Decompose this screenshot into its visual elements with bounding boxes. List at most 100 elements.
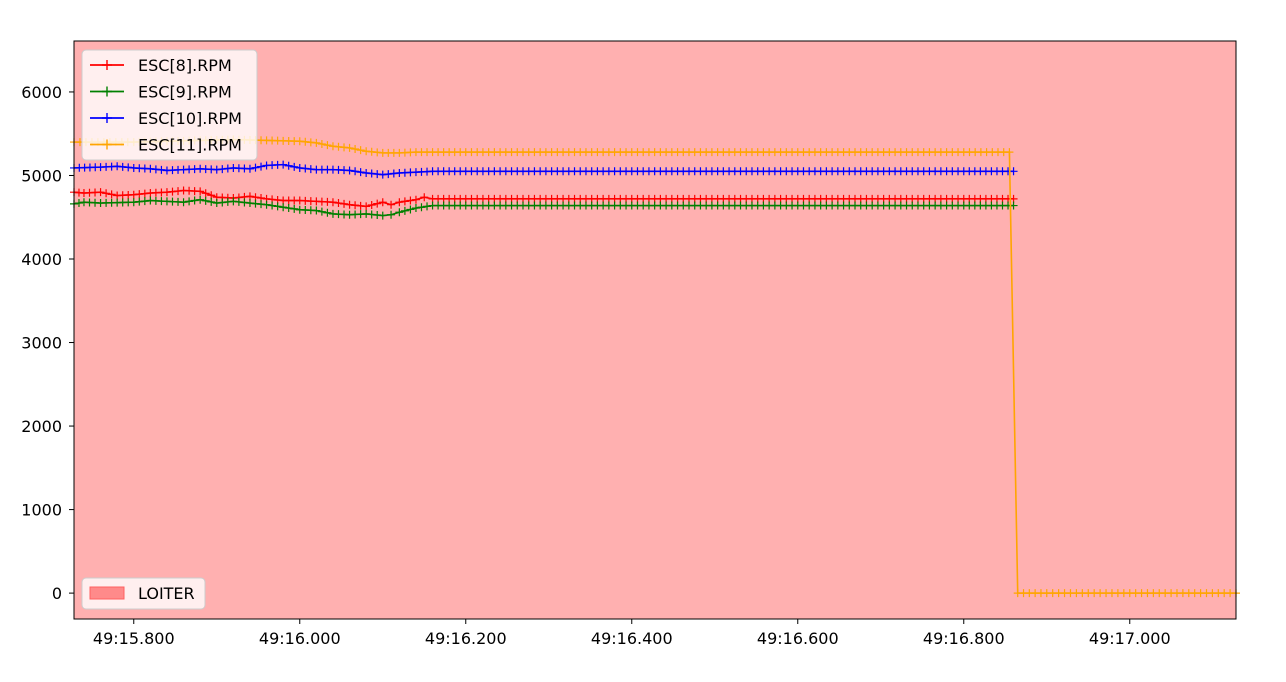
data-point-marker	[356, 168, 365, 177]
data-point-marker	[312, 206, 321, 215]
data-point-marker	[411, 204, 420, 213]
y-tick-label: 6000	[21, 83, 62, 102]
x-tick-label: 49:16.800	[923, 629, 1005, 648]
series-0	[70, 186, 1018, 211]
data-point-marker	[257, 162, 266, 171]
data-point-marker	[207, 191, 216, 200]
data-point-marker	[1009, 167, 1018, 176]
data-point-marker	[345, 166, 354, 175]
x-axis: 49:15.800 49:16.000 49:16.200 49:16.400 49:1…	[93, 619, 1171, 648]
data-point-marker	[378, 211, 387, 220]
data-point-marker	[387, 200, 396, 209]
data-point-marker	[340, 199, 349, 208]
data-point-marker	[196, 187, 205, 196]
legend-label: ESC[9].RPM	[138, 83, 232, 102]
x-tick-label: 49:17.000	[1089, 629, 1171, 648]
data-point-marker	[74, 199, 83, 208]
data-point-marker	[351, 145, 360, 154]
data-point-marker	[1005, 148, 1014, 157]
data-point-marker	[351, 167, 360, 176]
data-point-marker	[328, 198, 337, 207]
data-point-marker	[102, 189, 111, 198]
data-point-marker	[373, 199, 382, 208]
data-point-marker	[251, 163, 260, 172]
y-tick-label: 4000	[21, 250, 62, 269]
legend-item: ESC[9].RPM	[90, 83, 232, 102]
data-point-marker	[245, 164, 254, 173]
data-point-marker	[356, 146, 365, 155]
data-point-marker	[273, 202, 282, 211]
y-tick-label: 2000	[21, 417, 62, 436]
x-tick-label: 49:16.200	[425, 629, 507, 648]
data-point-marker	[395, 198, 404, 207]
mode-legend: LOITER	[81, 577, 206, 610]
legend-marker-sample	[102, 113, 112, 123]
data-point-marker	[279, 160, 288, 169]
data-point-marker	[284, 204, 293, 213]
y-tick-label: 5000	[21, 166, 62, 185]
data-point-marker	[411, 195, 420, 204]
x-tick-label: 49:16.600	[757, 629, 839, 648]
mode-legend-swatch	[89, 586, 125, 600]
legend-label: ESC[11].RPM	[138, 136, 242, 155]
data-point-marker	[400, 197, 409, 206]
data-point-marker	[185, 197, 194, 206]
data-point-marker	[367, 200, 376, 209]
data-point-marker	[323, 208, 332, 217]
data-point-marker	[312, 138, 321, 147]
data-point-marker	[334, 199, 343, 208]
mode-legend-box	[81, 577, 206, 610]
legend-item: ESC[8].RPM	[90, 56, 232, 75]
data-point-marker	[378, 198, 387, 207]
series-legend-box	[81, 49, 258, 161]
data-point-marker	[96, 188, 105, 197]
data-point-marker	[284, 161, 293, 170]
y-tick-label: 0	[52, 584, 62, 603]
loiter-mode-band	[74, 41, 1236, 619]
data-point-marker	[245, 192, 254, 201]
x-tick-label: 49:16.400	[591, 629, 673, 648]
series-1	[70, 195, 1018, 220]
data-point-marker	[420, 193, 429, 202]
y-axis: 0 1000 2000 3000 4000 5000 6000	[21, 83, 74, 603]
data-point-marker	[387, 210, 396, 219]
data-point-marker	[190, 196, 199, 205]
data-point-marker	[262, 200, 271, 209]
legend-marker-sample	[102, 60, 112, 70]
y-tick-label: 1000	[21, 501, 62, 520]
data-point-marker	[279, 203, 288, 212]
data-point-marker	[395, 208, 404, 217]
data-point-marker	[400, 206, 409, 215]
data-point-marker	[179, 198, 188, 207]
legend-label: ESC[8].RPM	[138, 56, 232, 75]
data-point-marker	[196, 195, 205, 204]
data-point-marker	[406, 205, 415, 214]
series-2	[70, 160, 1018, 179]
data-point-marker	[362, 202, 371, 211]
data-point-marker	[423, 202, 432, 211]
data-point-marker	[290, 162, 299, 171]
data-point-marker	[323, 141, 332, 150]
legend-item: ESC[11].RPM	[90, 136, 242, 155]
x-tick-label: 49:16.000	[259, 629, 341, 648]
data-point-marker	[290, 204, 299, 213]
data-point-marker	[406, 196, 415, 205]
y-tick-label: 3000	[21, 334, 62, 353]
data-point-marker	[207, 197, 216, 206]
series-legend: ESC[8].RPM ESC[9].RPM ESC[10].RPM ESC[11].R…	[81, 49, 258, 161]
data-point-marker	[201, 189, 210, 198]
data-point-marker	[107, 190, 116, 199]
data-point-marker	[317, 140, 326, 149]
legend-marker-sample	[102, 86, 112, 97]
data-point-marker	[317, 207, 326, 216]
data-point-marker	[201, 196, 210, 205]
mode-legend-label: LOITER	[138, 584, 195, 603]
data-point-marker	[268, 201, 277, 210]
data-point-marker	[345, 143, 354, 152]
legend-item: ESC[10].RPM	[90, 109, 242, 128]
legend-marker-sample	[102, 139, 112, 150]
x-tick-label: 49:15.800	[93, 629, 175, 648]
data-point-marker	[417, 203, 426, 212]
legend-label: ESC[10].RPM	[138, 109, 242, 128]
